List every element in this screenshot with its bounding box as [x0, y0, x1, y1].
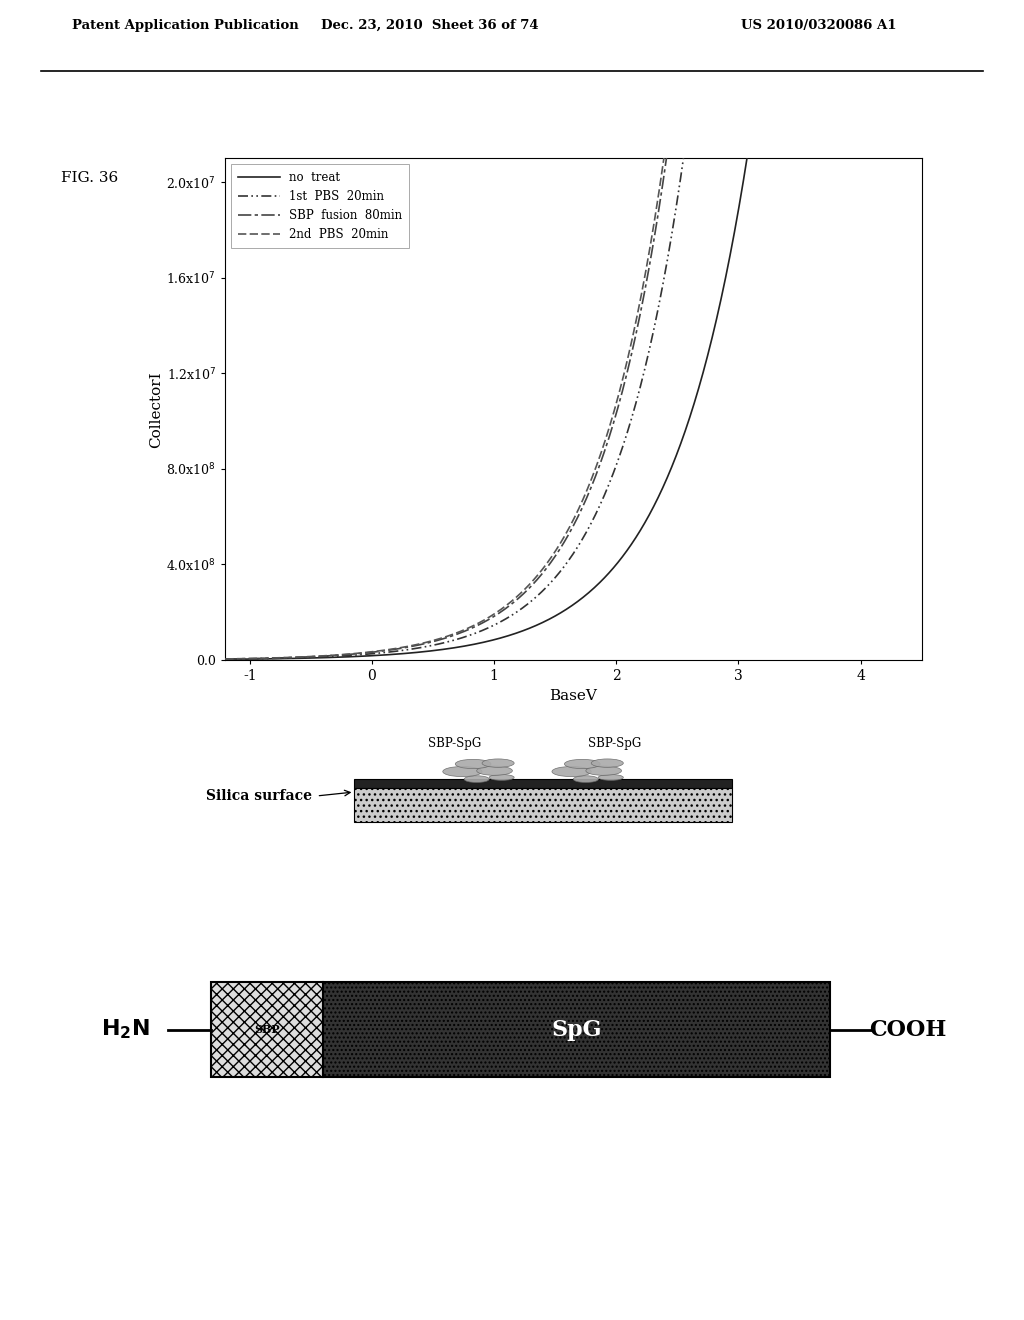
Bar: [354, 788, 732, 821]
Ellipse shape: [477, 766, 512, 775]
Text: Silica surface: Silica surface: [206, 789, 312, 803]
Ellipse shape: [573, 776, 598, 783]
Ellipse shape: [586, 766, 622, 775]
Text: SBP-SpG: SBP-SpG: [588, 738, 641, 750]
Ellipse shape: [464, 776, 489, 783]
Text: SpG: SpG: [551, 1019, 602, 1040]
Text: US 2010/0320086 A1: US 2010/0320086 A1: [741, 18, 897, 32]
Text: SBP: SBP: [254, 1024, 280, 1035]
Ellipse shape: [591, 759, 624, 767]
Text: $\mathbf{H_2N}$: $\mathbf{H_2N}$: [100, 1018, 150, 1041]
Text: SBP-SpG: SBP-SpG: [428, 738, 481, 750]
Text: Dec. 23, 2010  Sheet 36 of 74: Dec. 23, 2010 Sheet 36 of 74: [322, 18, 539, 32]
Ellipse shape: [442, 767, 482, 776]
Y-axis label: CollectorI: CollectorI: [150, 371, 164, 447]
Text: FIG. 36: FIG. 36: [61, 172, 119, 185]
Ellipse shape: [489, 775, 514, 780]
Text: Patent Application Publication: Patent Application Publication: [72, 18, 298, 32]
Text: COOH: COOH: [869, 1019, 946, 1040]
Ellipse shape: [482, 759, 514, 767]
Ellipse shape: [552, 767, 591, 776]
Ellipse shape: [598, 775, 624, 780]
Bar: [354, 779, 732, 788]
X-axis label: BaseV: BaseV: [550, 689, 597, 702]
Bar: [211, 982, 323, 1077]
Bar: [323, 982, 830, 1077]
Ellipse shape: [564, 759, 600, 768]
Ellipse shape: [456, 759, 490, 768]
Legend: no  treat, 1st  PBS  20min, SBP  fusion  80min, 2nd  PBS  20min: no treat, 1st PBS 20min, SBP fusion 80mi…: [231, 164, 410, 248]
